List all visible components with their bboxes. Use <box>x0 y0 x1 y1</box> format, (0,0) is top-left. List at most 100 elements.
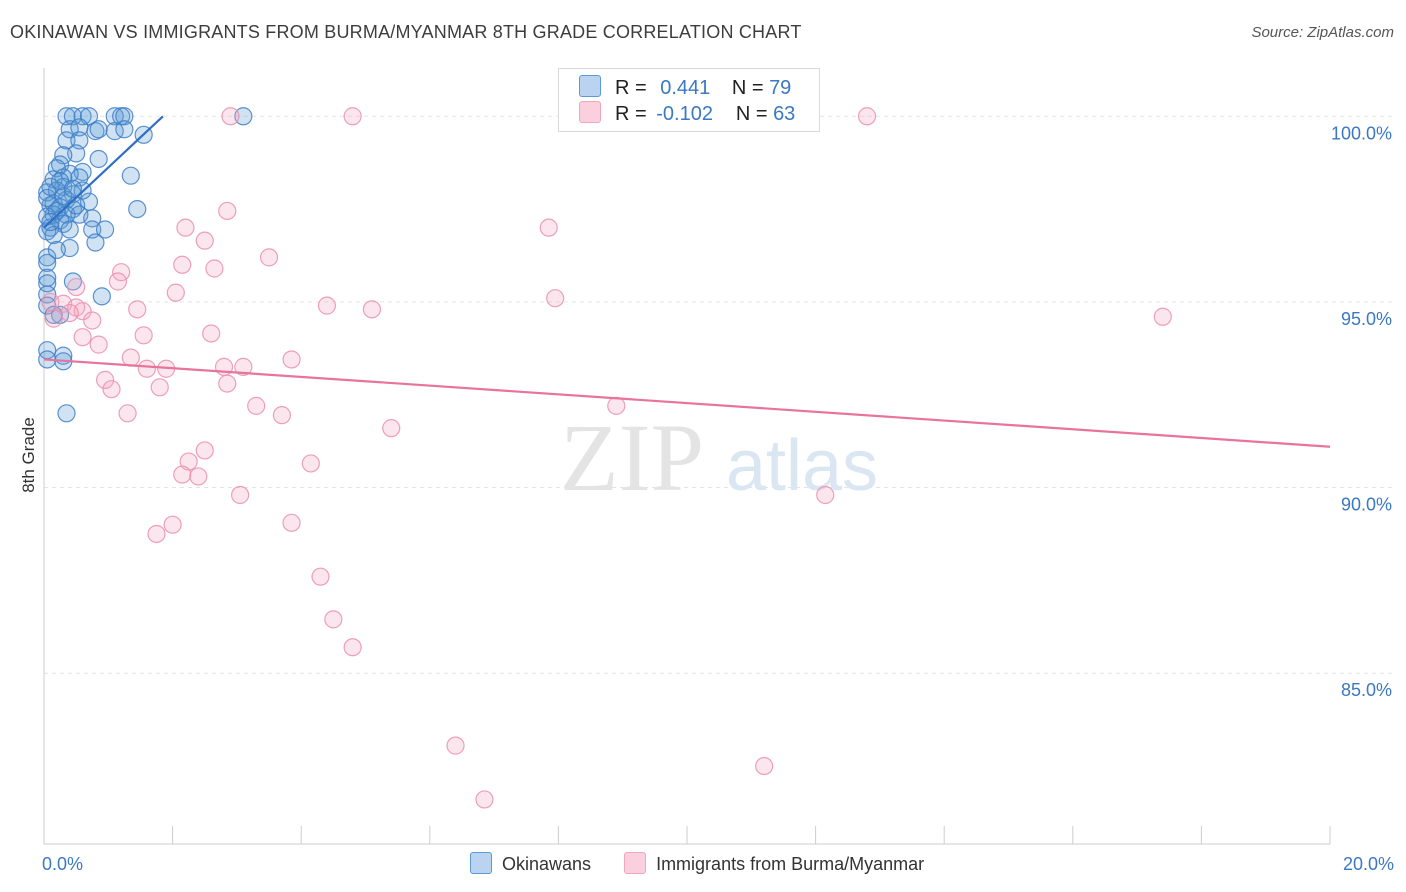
data-point <box>44 309 63 328</box>
data-point <box>118 404 137 423</box>
n-value: 79 <box>769 77 792 99</box>
legend-row-burma: R = -0.102 N = 63 <box>579 101 795 127</box>
series-legend: Okinawans Immigrants from Burma/Myanmar <box>470 852 952 875</box>
data-point <box>205 259 224 278</box>
data-point <box>343 638 362 657</box>
data-point <box>57 131 76 150</box>
gridlines <box>44 115 1392 674</box>
data-point <box>54 186 73 206</box>
legend-item-burma: Immigrants from Burma/Myanmar <box>624 852 924 875</box>
legend-label: Immigrants from Burma/Myanmar <box>656 854 925 874</box>
data-point <box>218 201 237 221</box>
data-point <box>475 790 494 809</box>
stats-legend: R = 0.441 N = 79 R = -0.102 N = 63 <box>558 68 820 132</box>
data-point <box>102 380 121 399</box>
tick-labels: 100.0% 95.0% 90.0% 85.0% 0.0% 20.0% <box>42 123 1394 874</box>
legend-item-okinawans: Okinawans <box>470 852 591 875</box>
r-value: -0.102 <box>656 103 713 125</box>
data-point <box>147 524 166 544</box>
data-point <box>73 107 92 126</box>
data-point <box>247 396 266 415</box>
data-point <box>137 359 156 378</box>
data-point <box>166 283 185 302</box>
data-point <box>108 272 128 291</box>
axes <box>43 68 1331 845</box>
data-point <box>67 277 86 297</box>
data-point <box>38 253 57 273</box>
data-point <box>89 149 108 169</box>
r-label: R = <box>615 77 647 99</box>
data-point <box>539 218 558 237</box>
y-tick-label: 100.0% <box>1331 123 1392 143</box>
data-point <box>60 303 79 323</box>
data-point <box>92 287 111 306</box>
data-point <box>63 272 83 291</box>
legend-swatch <box>470 852 492 874</box>
n-value: 63 <box>773 103 796 125</box>
data-point <box>89 335 108 354</box>
data-point <box>857 107 877 126</box>
data-point <box>189 467 208 486</box>
data-point <box>755 756 774 776</box>
x-tick-label: 20.0% <box>1343 854 1394 874</box>
data-point <box>1153 307 1172 326</box>
data-point <box>38 248 57 267</box>
data-point <box>176 218 195 237</box>
data-point <box>73 328 92 347</box>
data-point <box>231 485 250 505</box>
data-point <box>234 357 253 376</box>
data-point <box>115 120 134 139</box>
data-point <box>38 188 57 208</box>
data-point <box>121 166 140 185</box>
r-label: R = <box>615 103 647 125</box>
data-point <box>134 326 153 345</box>
chart-title: OKINAWAN VS IMMIGRANTS FROM BURMA/MYANMA… <box>10 22 802 42</box>
data-point <box>324 610 343 629</box>
n-label: N = <box>731 77 764 99</box>
data-point <box>128 300 147 319</box>
data-point <box>121 348 140 367</box>
data-point <box>382 419 401 438</box>
trend-line <box>43 358 1331 448</box>
data-point <box>362 300 382 319</box>
data-point <box>41 177 60 196</box>
data-point <box>816 485 835 505</box>
data-point <box>95 370 115 389</box>
data-point <box>311 567 330 586</box>
data-point <box>63 179 83 198</box>
data-point <box>282 513 301 532</box>
data-point <box>282 350 301 369</box>
n-label: N = <box>735 103 768 125</box>
r-value: 0.441 <box>660 77 711 99</box>
data-point <box>343 107 362 126</box>
data-point <box>89 120 108 139</box>
data-point <box>173 255 192 274</box>
data-point <box>57 404 76 423</box>
watermark-atlas: atlas <box>726 426 878 506</box>
data-point <box>301 454 320 473</box>
data-point <box>607 396 626 415</box>
data-point <box>163 515 182 534</box>
data-point <box>105 107 124 126</box>
data-point <box>95 220 115 239</box>
legend-swatch <box>624 852 647 874</box>
data-point <box>195 441 214 460</box>
data-point <box>272 406 292 425</box>
y-axis-label: 8th Grade <box>19 417 38 493</box>
data-point <box>202 324 221 343</box>
data-point <box>317 296 337 315</box>
legend-swatch-burma <box>579 101 601 123</box>
y-tick-label: 90.0% <box>1341 495 1392 515</box>
x-tick-label: 0.0% <box>42 854 83 874</box>
data-point <box>234 107 253 126</box>
trend-line <box>43 115 164 229</box>
y-tick-label: 95.0% <box>1341 309 1392 329</box>
legend-swatch-okinawans <box>579 75 601 97</box>
data-point <box>218 374 237 393</box>
data-point <box>115 107 134 126</box>
data-point <box>86 122 105 141</box>
legend-row-okinawans: R = 0.441 N = 79 <box>579 75 791 101</box>
data-point <box>446 736 465 755</box>
data-point <box>173 465 192 484</box>
